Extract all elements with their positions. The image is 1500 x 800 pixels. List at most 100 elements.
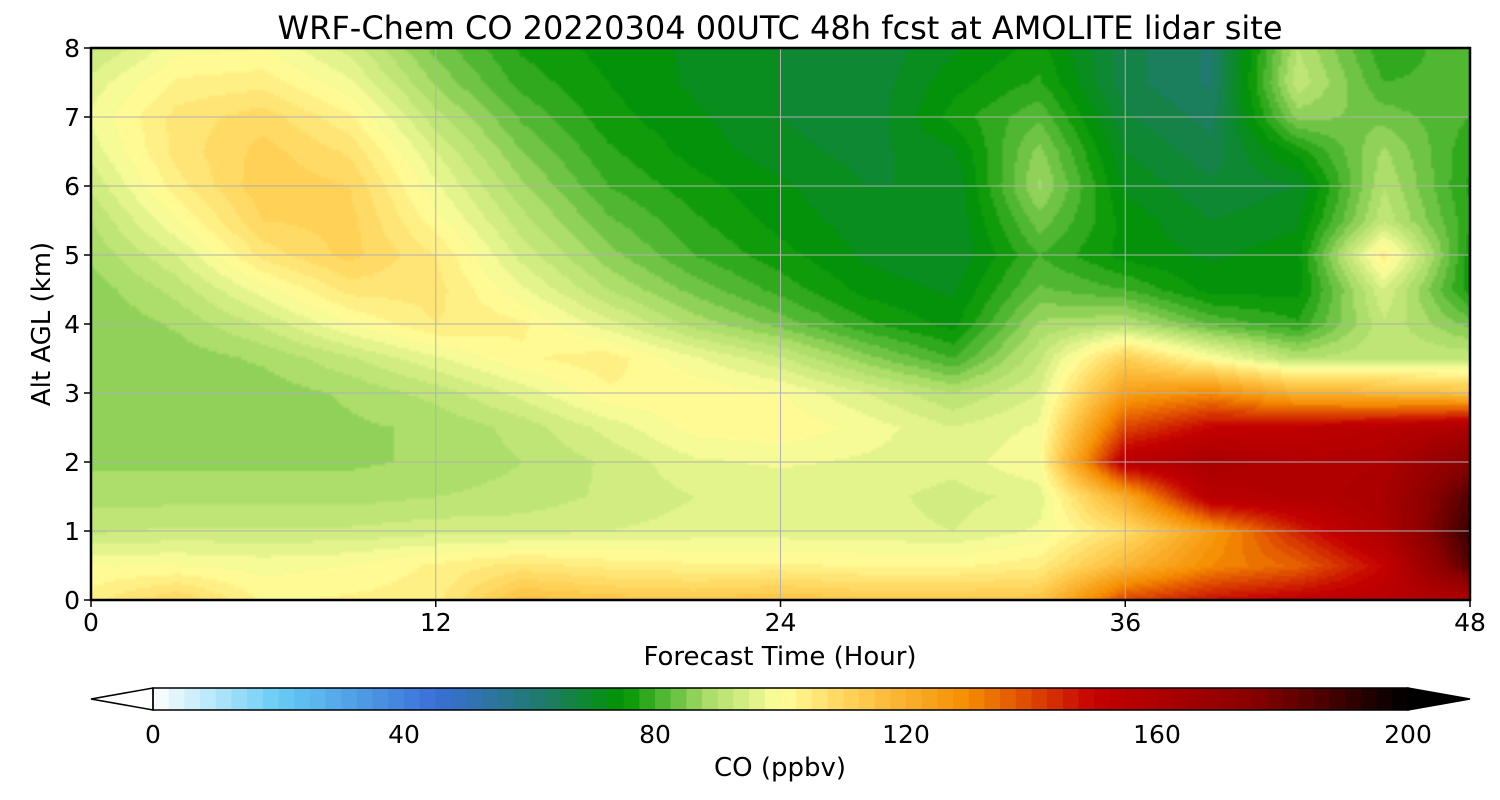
- colorbar-segment: [1360, 688, 1378, 710]
- colorbar-segment: [419, 688, 436, 710]
- colorbar-segment: [545, 688, 562, 710]
- colorbar-segment: [1062, 688, 1080, 710]
- x-axis-label: Forecast Time (Hour): [643, 642, 916, 672]
- colorbar-max-extend-arrow: [1407, 687, 1471, 711]
- colorbar-label: CO (ppbv): [714, 753, 846, 783]
- colorbar-segment: [1376, 688, 1393, 710]
- colorbar-segment: [655, 688, 672, 710]
- colorbar-segment: [607, 688, 625, 710]
- colorbar-segment: [1266, 688, 1284, 710]
- colorbar-segment: [372, 688, 389, 710]
- colorbar-segment: [1219, 688, 1237, 710]
- y-axis-label: Alt AGL (km): [27, 242, 57, 406]
- x-axis-ticks: 0 12 24 36 48: [83, 600, 1486, 637]
- colorbar-tick-label: 80: [639, 720, 671, 749]
- y-tick-label: 2: [64, 448, 80, 477]
- colorbar-segment: [278, 688, 295, 710]
- colorbar-segment: [231, 688, 248, 710]
- colorbar-segment: [968, 688, 986, 710]
- colorbar-segment: [294, 688, 311, 710]
- colorbar-segment: [247, 688, 264, 710]
- x-tick-label: 12: [420, 608, 452, 637]
- colorbar-segment: [1392, 688, 1409, 710]
- y-tick-label: 7: [64, 103, 80, 132]
- colorbar-ticks: 0 40 80 120 160 200: [145, 720, 1432, 749]
- colorbar-segment: [1094, 688, 1111, 710]
- y-axis-ticks: 0 1 2 3 4 5 6 7 8: [64, 34, 91, 615]
- colorbar-segment: [1031, 688, 1048, 710]
- colorbar-segment: [953, 688, 970, 710]
- colorbar-segment: [1172, 688, 1189, 710]
- colorbar-segment: [153, 688, 170, 710]
- colorbar: [90, 687, 1471, 711]
- colorbar-segment: [1251, 688, 1268, 710]
- colorbar-segment: [1000, 688, 1017, 710]
- colorbar-segment: [451, 688, 468, 710]
- colorbar-segment: [1141, 688, 1158, 710]
- colorbar-segment: [1313, 688, 1331, 710]
- colorbar-tick-label: 40: [388, 720, 420, 749]
- x-tick-label: 0: [83, 608, 99, 637]
- colorbar-segment: [843, 688, 860, 710]
- colorbar-segment: [670, 688, 687, 710]
- colorbar-segment: [1188, 688, 1205, 710]
- colorbar-segment: [200, 688, 217, 710]
- colorbar-segment: [325, 688, 342, 710]
- colorbar-segment: [1078, 688, 1095, 710]
- colorbar-segment: [309, 688, 327, 710]
- colorbar-segment: [1125, 688, 1142, 710]
- colorbar-segment: [576, 688, 593, 710]
- colorbar-segment: [404, 688, 421, 710]
- colorbar-segment: [1047, 688, 1064, 710]
- colorbar-segment: [937, 688, 954, 710]
- colorbar-tick-label: 120: [882, 720, 930, 749]
- colorbar-segment: [702, 688, 719, 710]
- x-tick-label: 36: [1109, 608, 1141, 637]
- colorbar-segment: [686, 688, 703, 710]
- colorbar-segment: [796, 688, 813, 710]
- colorbar-segment: [435, 688, 452, 710]
- colorbar-tick-label: 200: [1384, 720, 1432, 749]
- colorbar-segment: [623, 688, 640, 710]
- colorbar-segment: [341, 688, 358, 710]
- colorbar-segment: [466, 688, 484, 710]
- colorbar-segment: [780, 688, 797, 710]
- x-tick-label: 48: [1454, 608, 1486, 637]
- colorbar-segment: [858, 688, 876, 710]
- colorbar-segment: [529, 688, 546, 710]
- colorbar-segment: [592, 688, 609, 710]
- x-tick-label: 24: [765, 608, 797, 637]
- colorbar-segment: [733, 688, 750, 710]
- colorbar-segment: [984, 688, 1001, 710]
- colorbar-segment: [388, 688, 405, 710]
- colorbar-segment: [560, 688, 578, 710]
- colorbar-segment: [1345, 688, 1362, 710]
- y-tick-label: 3: [64, 379, 80, 408]
- colorbar-segment: [1235, 688, 1252, 710]
- colorbar-segment: [1204, 688, 1221, 710]
- colorbar-segment: [262, 688, 280, 710]
- y-tick-label: 8: [64, 34, 80, 63]
- colorbar-tick-label: 0: [145, 720, 161, 749]
- colorbar-segment: [1329, 688, 1346, 710]
- colorbar-tick-label: 160: [1133, 720, 1181, 749]
- colorbar-segment: [215, 688, 233, 710]
- colorbar-segment: [874, 688, 891, 710]
- colorbar-frame: [152, 687, 1409, 711]
- colorbar-segment: [513, 688, 531, 710]
- y-tick-label: 1: [64, 517, 80, 546]
- y-tick-label: 5: [64, 241, 80, 270]
- colorbar-segment: [1282, 688, 1299, 710]
- colorbar-segment: [890, 688, 907, 710]
- colorbar-segment: [906, 688, 923, 710]
- colorbar-segment: [498, 688, 515, 710]
- colorbar-segment: [811, 688, 829, 710]
- y-tick-label: 6: [64, 172, 80, 201]
- colorbar-segment: [764, 688, 782, 710]
- colorbar-segment: [717, 688, 735, 710]
- y-tick-label: 0: [64, 586, 80, 615]
- chart-title: WRF-Chem CO 20220304 00UTC 48h fcst at A…: [277, 9, 1282, 47]
- colorbar-segment: [827, 688, 844, 710]
- colorbar-min-extend-arrow: [90, 687, 154, 711]
